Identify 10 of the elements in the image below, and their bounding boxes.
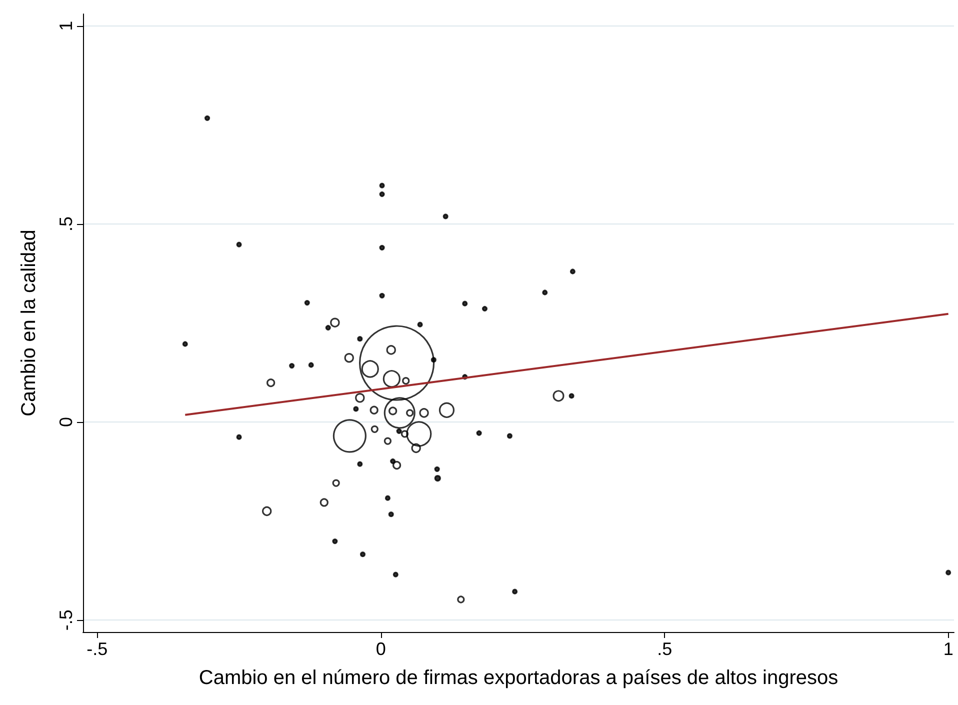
y-tick-label: 1 [56, 20, 76, 31]
y-tick-label: 0 [56, 417, 76, 428]
y-tick-label: .5 [56, 216, 76, 232]
x-tick-label: 1 [943, 639, 954, 659]
y-tick-label: -.5 [56, 610, 76, 631]
y-axis-title: Cambio en la calidad [18, 230, 40, 416]
x-axis-title: Cambio en el número de firmas exportadoras a países de altos ingresos [198, 667, 838, 689]
x-tick-label: 0 [376, 639, 386, 659]
x-tick-label: -.5 [86, 639, 108, 659]
x-tick-label: .5 [657, 639, 672, 659]
